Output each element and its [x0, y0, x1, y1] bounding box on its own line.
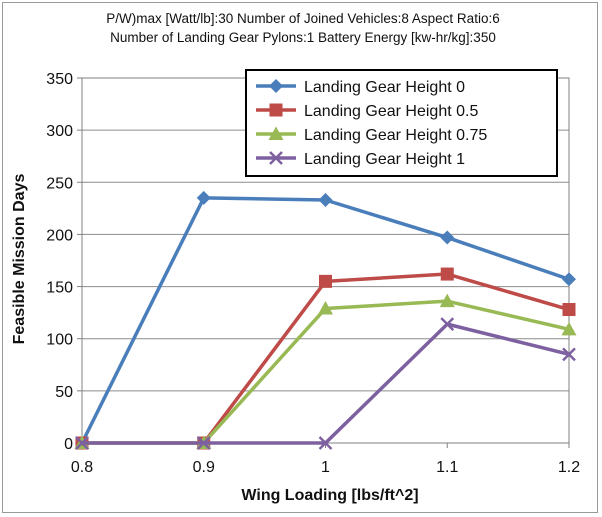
y-tick-label: 150	[46, 280, 73, 297]
x-axis-title: Wing Loading [lbs/ft^2]	[241, 487, 418, 504]
y-tick-label: 300	[46, 123, 73, 140]
data-point	[440, 267, 454, 281]
data-point	[196, 190, 211, 205]
series-3	[75, 317, 576, 450]
data-point	[318, 193, 333, 208]
series-0	[75, 190, 576, 450]
legend-item: Landing Gear Height 0.5	[256, 103, 478, 120]
legend-item: Landing Gear Height 0	[256, 79, 465, 96]
y-tick-label: 0	[64, 436, 73, 453]
data-point	[440, 230, 455, 245]
data-point	[318, 436, 333, 450]
x-tick-label: 0.9	[193, 459, 215, 476]
legend-marker	[269, 103, 283, 117]
x-axis-ticks: 0.8 0.9 1 1.1 1.2	[71, 443, 580, 476]
data-point	[562, 272, 576, 287]
x-tick-label: 1.2	[558, 459, 580, 476]
legend-marker	[269, 79, 283, 93]
series-1	[75, 267, 576, 450]
y-tick-label: 350	[46, 71, 73, 88]
legend-label: Landing Gear Height 1	[304, 151, 465, 168]
chart-title-line-2: Number of Landing Gear Pylons:1 Battery …	[110, 30, 496, 45]
y-tick-label: 250	[46, 175, 73, 192]
y-tick-label: 200	[46, 227, 73, 244]
data-point	[439, 293, 455, 308]
series-2	[74, 293, 577, 449]
data-point	[562, 303, 576, 317]
x-tick-label: 1.1	[436, 459, 458, 476]
series-layer	[74, 190, 577, 450]
y-axis-title: Feasible Mission Days	[11, 174, 28, 345]
y-tick-label: 100	[46, 332, 73, 349]
legend-label: Landing Gear Height 0.5	[304, 103, 478, 120]
data-point	[196, 436, 211, 450]
data-point	[562, 347, 576, 362]
legend-label: Landing Gear Height 0.75	[304, 127, 487, 144]
legend-label: Landing Gear Height 0	[304, 79, 465, 96]
data-point	[75, 436, 89, 450]
y-tick-label: 50	[55, 384, 73, 401]
legend-marker	[268, 126, 284, 140]
data-point	[319, 274, 332, 288]
series-line	[82, 322, 570, 445]
legend-box	[245, 69, 558, 177]
data-point	[561, 321, 577, 336]
legend: Landing Gear Height 0 Landing Gear Height…	[245, 69, 558, 177]
series-line	[82, 299, 570, 445]
legend-marker	[269, 151, 283, 165]
x-tick-label: 0.8	[71, 459, 93, 476]
legend-item: Landing Gear Height 0.75	[256, 126, 487, 144]
y-axis-ticks: 0 50 100 150 200 250 300 350	[46, 71, 82, 453]
legend-item: Landing Gear Height 1	[256, 151, 465, 168]
data-point	[318, 300, 333, 315]
chart-title-line-1: P/W)max [Watt/lb]:30 Number of Joined Ve…	[106, 11, 499, 26]
data-point	[440, 317, 455, 331]
x-tick-label: 1	[321, 459, 330, 476]
